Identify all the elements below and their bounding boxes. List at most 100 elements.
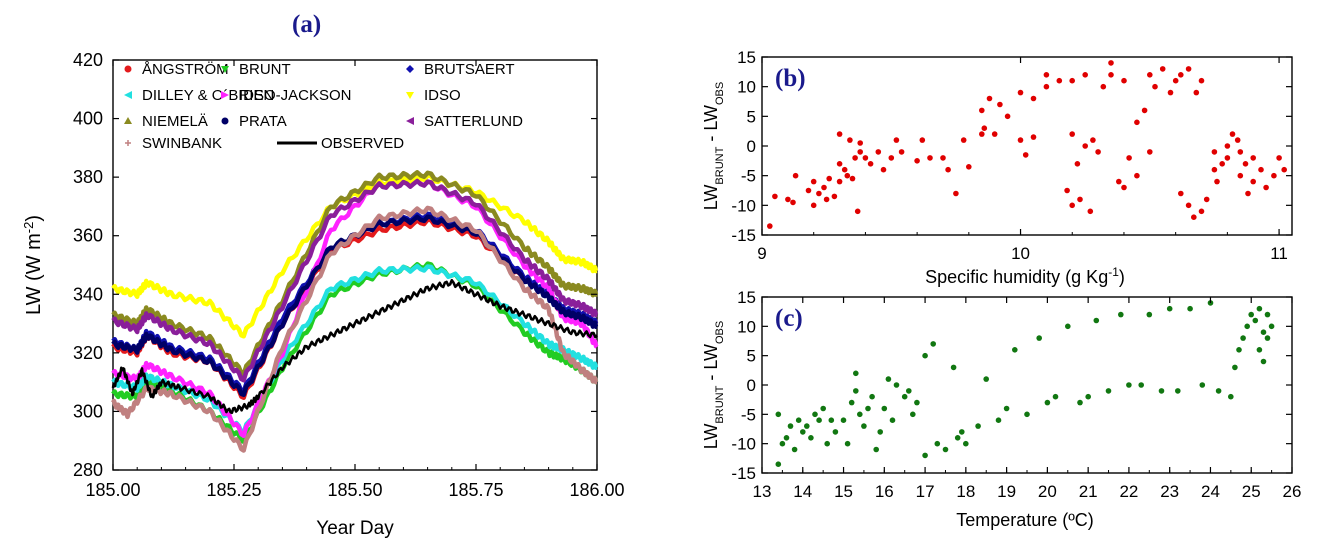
axis-ticks: -15 -10 -5 0 5 10 15 9 10 11	[731, 48, 1292, 263]
panel-c-tag: (c)	[775, 305, 803, 332]
scatter-point	[852, 155, 858, 161]
scatter-point	[1044, 399, 1051, 406]
scatter-point	[1121, 77, 1127, 84]
x-tick-label: 185.50	[327, 480, 382, 500]
y-tick-label: 0	[747, 376, 756, 395]
scatter-point	[1108, 60, 1114, 66]
y-tick-label: 15	[737, 48, 756, 67]
scatter-point	[1175, 388, 1181, 394]
scatter-point	[979, 131, 985, 137]
scatter-point	[869, 393, 875, 400]
legend-label: SATTERLUND	[424, 113, 523, 130]
scatter-point	[783, 435, 790, 441]
y-tick-label: 0	[747, 137, 756, 156]
scatter-point	[836, 161, 843, 167]
y-tick-label: 300	[73, 401, 103, 421]
scatter-points	[775, 300, 1275, 468]
scatter-point	[1198, 77, 1205, 84]
scatter-points	[767, 60, 1287, 229]
scatter-point	[832, 429, 839, 435]
legend-label: PRATA	[239, 113, 287, 130]
scatter-point	[1172, 77, 1179, 84]
scatter-point	[910, 411, 916, 418]
x-tick-label: 17	[916, 482, 935, 501]
scatter-point	[1030, 134, 1037, 140]
scatter-point	[1224, 143, 1231, 149]
scatter-point	[1141, 107, 1148, 114]
scatter-point	[1085, 393, 1091, 400]
legend-item-idsojackson: IDSO-JACKSON	[221, 87, 352, 104]
legend-marker	[124, 117, 132, 124]
scatter-point	[836, 178, 843, 185]
scatter-point	[1024, 411, 1030, 418]
x-tick-label: 23	[1160, 482, 1179, 501]
scatter-point	[821, 184, 827, 191]
scatter-point	[791, 446, 798, 453]
y-tick-label: -15	[731, 464, 756, 483]
scatter-point	[893, 382, 900, 388]
scatter-point	[1185, 202, 1192, 209]
scatter-point	[893, 137, 900, 143]
series-lines	[111, 170, 599, 453]
scatter-point	[1022, 152, 1029, 158]
scatter-point	[1036, 335, 1042, 341]
axis-ticks: 280 300 320 340 360 380 400 420 185.00 185.25 185.…	[73, 50, 625, 500]
y-tick-label: 15	[737, 288, 756, 307]
scatter-point	[983, 376, 989, 382]
scatter-point	[1215, 388, 1222, 394]
x-tick-label: 18	[956, 482, 975, 501]
scatter-point	[862, 155, 869, 161]
y-tick-label: -5	[741, 167, 756, 186]
legend-label: BRUNT	[239, 61, 291, 78]
scatter-point	[790, 199, 796, 206]
scatter-point	[1240, 335, 1246, 341]
scatter-point	[997, 101, 1003, 108]
scatter-point	[1248, 311, 1254, 318]
scatter-point	[942, 446, 949, 453]
series-line-niemela	[111, 170, 599, 377]
scatter-point	[1052, 393, 1059, 400]
scatter-point	[1260, 358, 1267, 365]
x-tick-label: 9	[757, 244, 766, 263]
scatter-point	[914, 399, 920, 406]
legend-label: SWINBANK	[142, 135, 222, 152]
scatter-point	[922, 352, 928, 359]
scatter-point	[1219, 161, 1225, 167]
legend-marker	[221, 66, 229, 73]
scatter-point	[1118, 311, 1124, 318]
panel-c-scatter: -15 -10 -5 0 5 10 15 13 14 15 16 17 18 19 20 21 22 23 24 25…	[701, 288, 1301, 530]
legend-item-niemela: NIEMELÄ	[124, 113, 208, 130]
scatter-point	[1244, 323, 1250, 330]
scatter-point	[963, 440, 969, 447]
scatter-point	[853, 388, 859, 394]
panel-b-scatter: -15 -10 -5 0 5 10 15 9 10 11 (b) Specific humidit…	[701, 48, 1293, 287]
scatter-point	[1087, 208, 1094, 215]
scatter-point	[950, 364, 957, 371]
y-tick-label: 380	[73, 167, 103, 187]
series-line-dilley	[111, 263, 599, 436]
legend-item-prata: PRATA	[221, 113, 287, 130]
scatter-point	[979, 107, 985, 114]
scatter-point	[1264, 311, 1271, 318]
scatter-point	[1256, 305, 1263, 312]
scatter-point	[854, 208, 861, 215]
x-tick-label: 26	[1283, 482, 1302, 501]
x-tick-label: 13	[753, 482, 772, 501]
scatter-point	[1211, 149, 1218, 155]
legend-marker	[406, 65, 414, 73]
legend-marker	[221, 91, 229, 99]
scatter-point	[828, 417, 835, 424]
scatter-point	[824, 440, 830, 447]
x-tick-label: 21	[1079, 482, 1098, 501]
scatter-point	[991, 131, 998, 137]
scatter-point	[1134, 119, 1140, 126]
scatter-point	[1116, 178, 1122, 185]
scatter-point	[881, 405, 888, 412]
scatter-point	[785, 196, 791, 203]
x-axis-label: Year Day	[316, 518, 394, 539]
x-axis-label: Specific humidity (g Kg-1)	[925, 265, 1125, 287]
scatter-point	[1232, 364, 1238, 371]
scatter-point	[1211, 166, 1218, 173]
scatter-point	[1229, 131, 1236, 137]
